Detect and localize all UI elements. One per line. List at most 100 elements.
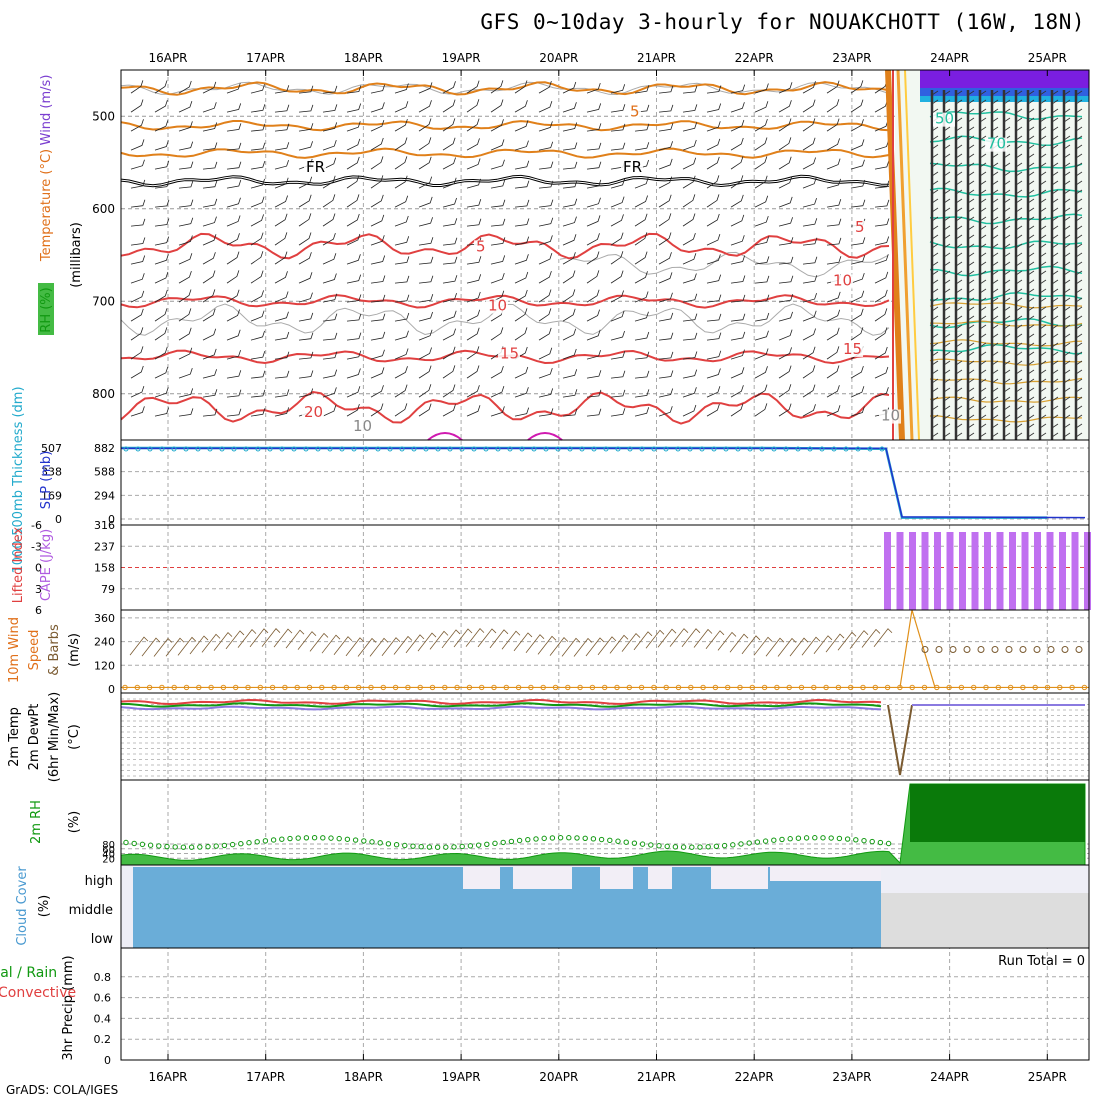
surface-wind-barb xyxy=(513,632,533,652)
barb-flag xyxy=(1015,234,1023,240)
thickness-marker xyxy=(831,446,837,452)
surface-wind-barb xyxy=(501,630,521,650)
wind-barb xyxy=(874,180,890,189)
wind-barb xyxy=(706,194,720,208)
barb-flag xyxy=(979,117,987,123)
wind-barb xyxy=(202,389,218,398)
axis-label: (%) xyxy=(37,895,52,918)
barb-flag xyxy=(967,324,975,330)
wind-barb xyxy=(322,351,338,360)
wind-barb xyxy=(298,252,312,265)
barb-flag xyxy=(1015,270,1023,276)
barb-flag xyxy=(1051,405,1059,411)
wind-barb xyxy=(178,347,193,360)
wind-barb xyxy=(322,387,337,398)
wind-barb xyxy=(826,346,840,360)
wind-barb xyxy=(634,232,648,246)
axis-label: (°C) xyxy=(67,724,82,750)
wind-barb xyxy=(682,175,696,189)
barb-flag xyxy=(1003,297,1011,303)
thickness-marker xyxy=(567,446,573,452)
thickness-tick-label: 169 xyxy=(41,489,62,502)
li-tick-label: 3 xyxy=(35,583,42,596)
calm-wind-marker xyxy=(935,646,943,653)
wind-barb xyxy=(202,369,217,379)
barb-flag xyxy=(931,396,939,402)
li-tick-label: -3 xyxy=(31,540,42,553)
wind-speed-marker xyxy=(257,684,263,691)
wind-barb xyxy=(874,327,888,341)
wind-barb xyxy=(322,157,337,170)
axis-label: Wind (m/s) xyxy=(39,75,54,146)
wind-barb xyxy=(610,270,624,284)
barb-flag xyxy=(991,162,999,168)
barb-flag xyxy=(991,342,999,348)
wind-barb xyxy=(202,102,217,113)
wind-barb xyxy=(826,198,842,208)
wind-barb xyxy=(154,80,168,94)
barb-flag xyxy=(1063,288,1071,294)
barb-flag xyxy=(955,171,963,177)
wind-speed-marker xyxy=(442,684,448,691)
wind-barb xyxy=(802,346,816,360)
surface-wind-barb xyxy=(765,637,785,657)
barb-flag xyxy=(1051,387,1059,393)
wind-barb xyxy=(634,85,650,94)
wind-barb xyxy=(130,139,145,151)
rh-marker xyxy=(172,844,178,850)
thickness-marker xyxy=(471,446,477,452)
wind-barb xyxy=(658,370,674,379)
wind-speed-marker xyxy=(638,684,645,691)
barb-flag xyxy=(1063,108,1071,114)
wind-barb xyxy=(322,332,338,341)
wind-barb xyxy=(322,85,338,94)
wind-barb xyxy=(298,141,313,151)
surface-wind-barb xyxy=(705,630,725,650)
thickness-marker xyxy=(699,446,705,452)
barb-flag xyxy=(943,90,951,96)
wind-barb xyxy=(274,213,288,227)
axis-label: (%) xyxy=(67,811,82,834)
barb-flag xyxy=(979,306,987,312)
wind-barb xyxy=(226,370,242,379)
barb-flag xyxy=(1003,405,1011,411)
barb-flag xyxy=(1063,396,1071,402)
barb-flag xyxy=(991,90,999,96)
wind-barb xyxy=(130,255,146,265)
rh-marker xyxy=(279,836,285,842)
wind-barb xyxy=(826,385,840,398)
barb-flag xyxy=(1063,162,1071,168)
wind-barb xyxy=(682,104,698,113)
wind-barb xyxy=(202,161,218,170)
wind-barb xyxy=(370,137,384,151)
wind-barb xyxy=(370,235,385,246)
rh-marker xyxy=(311,835,318,841)
barb-flag xyxy=(1051,162,1059,168)
thickness-marker xyxy=(771,446,777,452)
cape-bar xyxy=(996,532,1004,610)
barb-flag xyxy=(1027,261,1035,267)
rh-tick-label: 20 xyxy=(102,854,115,865)
surface-wind-barb xyxy=(753,636,773,656)
surface-wind-barb xyxy=(741,635,761,655)
wind-barb xyxy=(586,329,601,341)
precip-tick-label: 0.8 xyxy=(94,971,112,984)
rh-marker xyxy=(303,835,310,841)
wind-barb xyxy=(394,366,408,379)
wind-barb xyxy=(730,235,745,246)
barb-flag xyxy=(1051,171,1059,177)
wind-barb xyxy=(466,327,480,341)
barb-flag xyxy=(1039,423,1047,429)
surface-wind-barb xyxy=(609,634,629,654)
surface-wind-barb xyxy=(861,628,881,648)
wind-barb xyxy=(682,194,696,208)
wind-barb xyxy=(466,309,481,322)
barb-flag xyxy=(979,351,987,357)
wind-speed-marker xyxy=(122,684,128,691)
wind-barb xyxy=(346,332,362,341)
barb-flag xyxy=(1015,414,1023,420)
axis-label: Speed xyxy=(27,630,42,671)
barb-flag xyxy=(991,297,999,303)
barb-flag xyxy=(1063,243,1071,249)
wind-barb xyxy=(130,199,146,208)
